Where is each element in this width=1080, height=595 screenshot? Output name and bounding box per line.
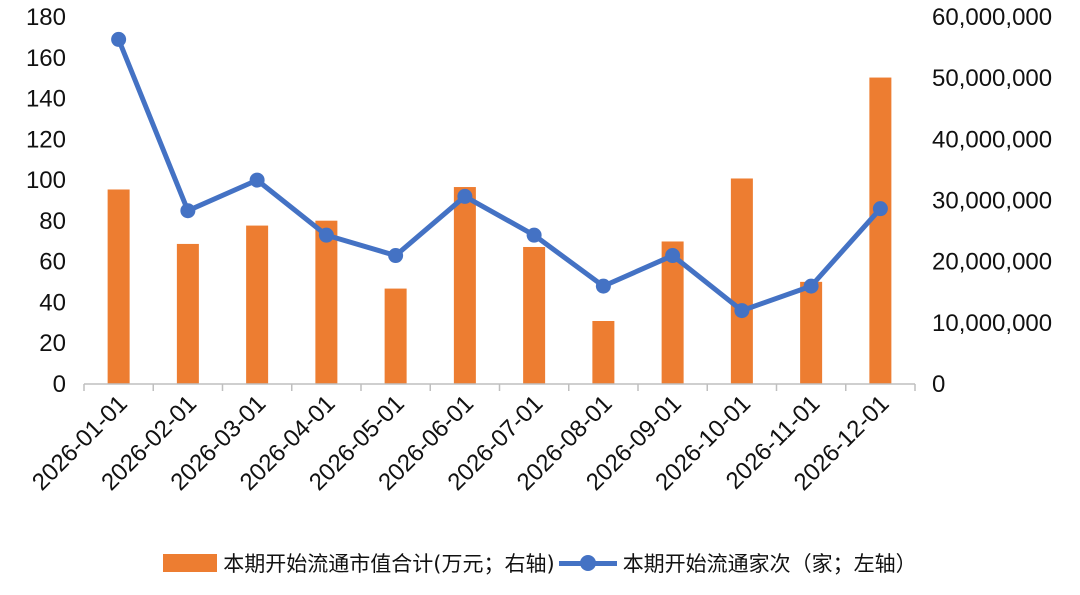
bar — [800, 281, 823, 384]
left-tick-label: 120 — [26, 126, 66, 153]
left-tick-label: 100 — [26, 167, 66, 194]
left-tick-label: 180 — [26, 4, 66, 31]
right-tick-label: 40,000,000 — [932, 126, 1052, 153]
line-point — [457, 188, 473, 204]
left-tick-label: 60 — [39, 249, 66, 276]
chart: 0 20 40 60 80 100 120 140 160 180 0 10,000,000 20,0… — [26, 4, 1052, 496]
line-point — [111, 31, 127, 47]
bar — [869, 77, 892, 385]
bar — [523, 246, 546, 384]
legend-line-label: 本期开始流通家次（家；左轴） — [622, 552, 917, 576]
bar — [661, 241, 684, 384]
line-point — [249, 172, 265, 188]
left-axis-ticks: 0 20 40 60 80 100 120 140 160 180 — [26, 4, 66, 398]
x-axis-ticks: 2026-01-012026-02-012026-03-012026-04-01… — [27, 384, 916, 496]
right-axis-ticks: 0 10,000,000 20,000,000 30,000,000 40,000,00… — [932, 4, 1052, 398]
line-point — [665, 248, 681, 264]
right-tick-label: 30,000,000 — [932, 188, 1052, 215]
bar — [730, 178, 753, 384]
line-point — [595, 278, 611, 294]
right-tick-label: 20,000,000 — [932, 249, 1052, 276]
line-point — [180, 203, 196, 219]
line-series — [111, 31, 888, 319]
left-tick-label: 40 — [39, 289, 66, 316]
legend-bar-label: 本期开始流通市值合计(万元；右轴) — [223, 552, 555, 576]
bar — [592, 320, 615, 384]
right-tick-label: 50,000,000 — [932, 65, 1052, 92]
bar — [246, 225, 269, 384]
legend-item-bar: 本期开始流通市值合计(万元；右轴) — [163, 548, 555, 578]
legend: 本期开始流通市值合计(万元；右轴) 本期开始流通家次（家；左轴） — [0, 548, 1080, 578]
bar — [107, 189, 130, 384]
line-point — [388, 248, 404, 264]
line-path — [116, 38, 883, 314]
left-tick-label: 160 — [26, 45, 66, 72]
left-tick-label: 140 — [26, 86, 66, 113]
bar-series — [107, 77, 892, 385]
right-tick-label: 0 — [932, 371, 945, 398]
bar — [384, 288, 407, 384]
left-tick-label: 80 — [39, 208, 66, 235]
bar — [176, 243, 199, 384]
line-point — [872, 201, 888, 217]
legend-line-swatch — [558, 553, 617, 573]
bar — [315, 220, 338, 384]
line-point — [526, 227, 542, 243]
line-point — [318, 227, 334, 243]
line-point — [734, 303, 750, 319]
left-tick-label: 0 — [53, 371, 66, 398]
right-tick-label: 10,000,000 — [932, 310, 1052, 337]
legend-item-line: 本期开始流通家次（家；左轴） — [555, 548, 917, 578]
line-point — [803, 278, 819, 294]
right-tick-label: 60,000,000 — [932, 4, 1052, 31]
bar — [453, 187, 476, 384]
left-tick-label: 20 — [39, 330, 66, 357]
legend-bar-swatch — [163, 554, 218, 572]
